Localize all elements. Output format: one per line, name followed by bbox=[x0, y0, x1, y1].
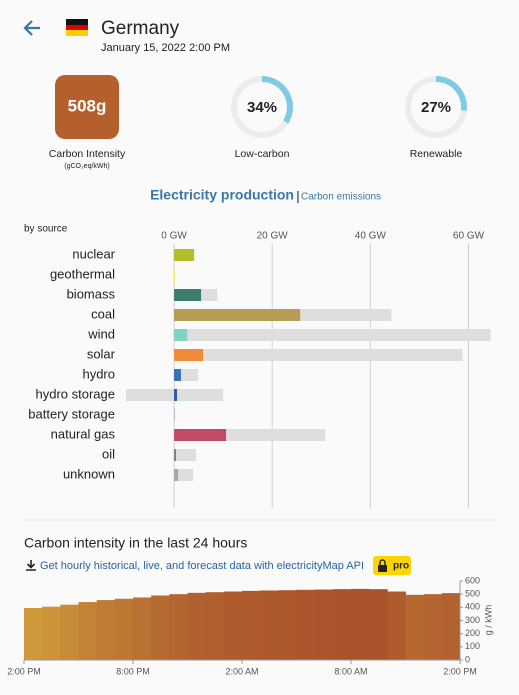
category-label: nuclear bbox=[72, 246, 115, 261]
category-label: hydro storage bbox=[36, 386, 116, 401]
x-tick-label: 8:00 PM bbox=[116, 666, 150, 676]
production-bar bbox=[174, 429, 227, 441]
x-tick-label: 0 GW bbox=[161, 231, 187, 242]
intensity-value: 508g bbox=[68, 96, 107, 115]
production-bar bbox=[174, 289, 202, 301]
production-bar bbox=[174, 469, 178, 481]
intensity-step bbox=[314, 589, 334, 660]
lock-icon bbox=[379, 559, 386, 565]
y-tick-label: 600 bbox=[465, 575, 480, 585]
category-label: coal bbox=[91, 306, 115, 321]
category-label: unknown bbox=[63, 466, 115, 481]
intensity-step bbox=[78, 602, 98, 660]
x-tick-label: 20 GW bbox=[257, 231, 289, 242]
x-tick-label: 2:00 PM bbox=[443, 666, 477, 676]
back-arrow[interactable] bbox=[23, 20, 40, 36]
y-tick-label: 100 bbox=[465, 641, 480, 651]
intensity-unit: (gCO₂eq/kWh) bbox=[64, 163, 110, 170]
ring-arc bbox=[261, 76, 293, 124]
production-bar bbox=[174, 269, 175, 281]
history-y-label: g / kWh bbox=[483, 605, 493, 636]
intensity-step bbox=[369, 589, 388, 660]
category-label: wind bbox=[87, 326, 115, 341]
tab-other[interactable]: Carbon emissions bbox=[301, 192, 381, 203]
intensity-step bbox=[351, 588, 370, 660]
country: Germany bbox=[101, 18, 180, 39]
intensity-step bbox=[42, 606, 61, 660]
intensity-step bbox=[332, 589, 352, 660]
x-tick-label: 2:00 PM bbox=[7, 666, 41, 676]
y-axis-label: by source bbox=[24, 224, 68, 235]
y-tick-label: 200 bbox=[465, 628, 480, 638]
intensity-step bbox=[260, 590, 279, 660]
low-carbon-value: 34% bbox=[247, 99, 277, 116]
intensity-step bbox=[278, 590, 297, 660]
x-tick-label: 2:00 AM bbox=[225, 666, 258, 676]
intensity-step bbox=[441, 593, 461, 660]
category-label: geothermal bbox=[50, 266, 115, 281]
y-tick-label: 0 bbox=[465, 654, 470, 664]
renewable-value: 27% bbox=[421, 99, 451, 116]
production-bar bbox=[174, 329, 188, 341]
x-tick-label: 40 GW bbox=[355, 231, 387, 242]
production-bar bbox=[174, 449, 177, 461]
intensity-step bbox=[133, 597, 152, 660]
api-link[interactable]: Get hourly historical, live, and forecas… bbox=[40, 560, 364, 572]
production-bar bbox=[174, 309, 301, 321]
renewable-label: Renewable bbox=[410, 148, 463, 160]
y-tick-label: 400 bbox=[465, 602, 480, 612]
tab-separator: | bbox=[296, 188, 299, 203]
tab-active[interactable]: Electricity production bbox=[150, 187, 294, 203]
intensity-step bbox=[60, 604, 79, 660]
datetime: January 15, 2022 2:00 PM bbox=[101, 42, 230, 54]
intensity-step bbox=[114, 598, 134, 660]
intensity-step bbox=[223, 591, 243, 660]
pro-label: pro bbox=[393, 561, 409, 572]
category-label: biomass bbox=[67, 286, 116, 301]
intensity-step bbox=[296, 589, 316, 660]
intensity-step bbox=[242, 590, 261, 660]
category-label: solar bbox=[87, 346, 116, 361]
capacity-bar bbox=[174, 349, 463, 361]
y-tick-label: 500 bbox=[465, 589, 480, 599]
production-bar bbox=[174, 389, 178, 401]
production-bar bbox=[174, 369, 181, 381]
category-label: battery storage bbox=[28, 406, 115, 421]
flag bbox=[66, 25, 88, 30]
category-label: oil bbox=[102, 446, 115, 461]
ring-arc bbox=[435, 76, 467, 111]
intensity-step bbox=[24, 607, 43, 660]
capacity-bar bbox=[174, 469, 194, 481]
intensity-step bbox=[96, 600, 116, 660]
intensity-step bbox=[205, 592, 225, 660]
download-icon bbox=[26, 560, 36, 571]
y-tick-label: 300 bbox=[465, 615, 480, 625]
intensity-label: Carbon Intensity bbox=[49, 148, 126, 160]
x-tick-label: 60 GW bbox=[453, 231, 485, 242]
low-carbon-label: Low-carbon bbox=[235, 148, 290, 160]
intensity-step bbox=[187, 592, 207, 660]
capacity-bar bbox=[174, 329, 491, 341]
intensity-step bbox=[423, 594, 443, 660]
intensity-step bbox=[169, 594, 188, 660]
category-label: natural gas bbox=[51, 426, 116, 441]
intensity-step bbox=[405, 594, 425, 660]
production-bar bbox=[174, 409, 175, 421]
intensity-step bbox=[387, 591, 406, 660]
lock-icon bbox=[378, 565, 387, 572]
flag bbox=[66, 30, 88, 36]
capacity-bar bbox=[174, 449, 197, 461]
intensity-box bbox=[55, 75, 119, 139]
x-tick-label: 8:00 AM bbox=[334, 666, 367, 676]
production-bar bbox=[174, 249, 195, 261]
production-bar bbox=[174, 349, 204, 361]
intensity-step bbox=[151, 595, 170, 660]
category-label: hydro bbox=[82, 366, 115, 381]
flag bbox=[66, 19, 88, 25]
history-title: Carbon intensity in the last 24 hours bbox=[24, 535, 247, 551]
